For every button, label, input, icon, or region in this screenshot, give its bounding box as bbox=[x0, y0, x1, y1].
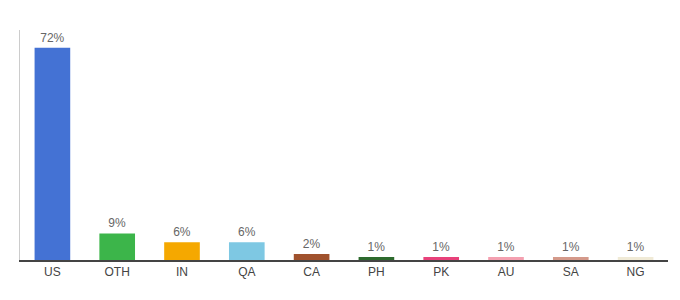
svg-text:2%: 2% bbox=[303, 237, 321, 251]
svg-text:PH: PH bbox=[368, 265, 385, 279]
svg-text:1%: 1% bbox=[562, 240, 580, 254]
svg-text:AU: AU bbox=[498, 265, 515, 279]
svg-text:1%: 1% bbox=[497, 240, 515, 254]
svg-text:OTH: OTH bbox=[105, 265, 130, 279]
svg-text:NG: NG bbox=[627, 265, 645, 279]
svg-text:72%: 72% bbox=[40, 31, 64, 45]
svg-text:US: US bbox=[44, 265, 61, 279]
svg-text:1%: 1% bbox=[368, 240, 386, 254]
svg-text:QA: QA bbox=[238, 265, 255, 279]
svg-text:SA: SA bbox=[563, 265, 579, 279]
svg-text:PK: PK bbox=[433, 265, 449, 279]
svg-text:1%: 1% bbox=[627, 240, 645, 254]
svg-text:1%: 1% bbox=[432, 240, 450, 254]
svg-text:9%: 9% bbox=[108, 216, 126, 230]
svg-text:CA: CA bbox=[303, 265, 320, 279]
svg-text:IN: IN bbox=[176, 265, 188, 279]
svg-text:6%: 6% bbox=[173, 225, 191, 239]
svg-text:6%: 6% bbox=[238, 225, 256, 239]
